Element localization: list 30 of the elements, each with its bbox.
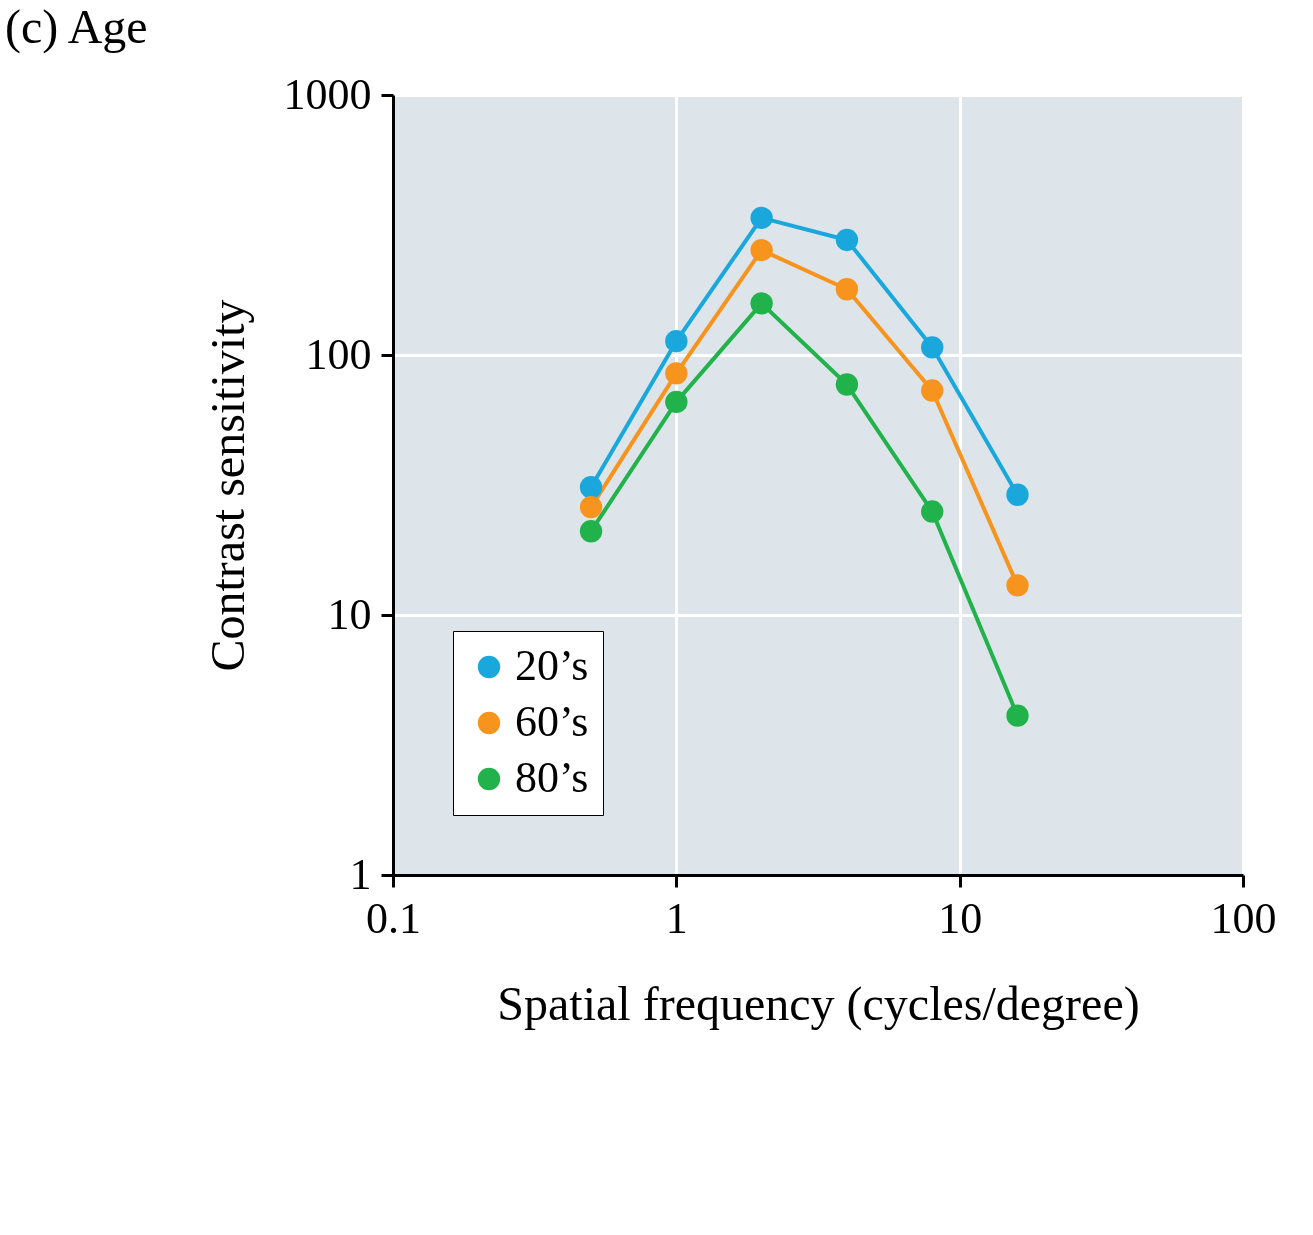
legend-label: 60’s: [515, 697, 589, 746]
point: [1006, 704, 1029, 727]
y-tick-label: 1000: [283, 69, 372, 119]
point: [750, 292, 773, 315]
point: [750, 206, 773, 229]
y-tick-label: 100: [305, 329, 372, 379]
point: [665, 330, 688, 353]
x-axis-title: Spatial frequency (cycles/degree): [497, 976, 1140, 1031]
point: [835, 278, 859, 301]
point: [835, 228, 859, 252]
legend-label: 80’s: [515, 753, 589, 802]
point: [665, 390, 688, 414]
point: [579, 520, 603, 543]
point: [921, 336, 944, 359]
x-tick-label: 1: [665, 893, 688, 943]
y-axis-title: Contrast sensitivity: [200, 299, 254, 672]
legend-label: 20’s: [515, 641, 589, 690]
point: [579, 495, 603, 519]
point: [921, 500, 944, 523]
point: [1006, 483, 1029, 506]
point: [921, 379, 944, 402]
x-tick-label: 100: [1210, 893, 1277, 943]
y-tick-label: 10: [327, 589, 372, 639]
point: [835, 373, 859, 396]
point: [579, 476, 603, 499]
point: [1006, 574, 1029, 597]
point: [665, 362, 688, 385]
point: [750, 239, 773, 262]
x-tick-label: 10: [938, 893, 983, 943]
chart-title: (c) Age: [5, 0, 148, 54]
